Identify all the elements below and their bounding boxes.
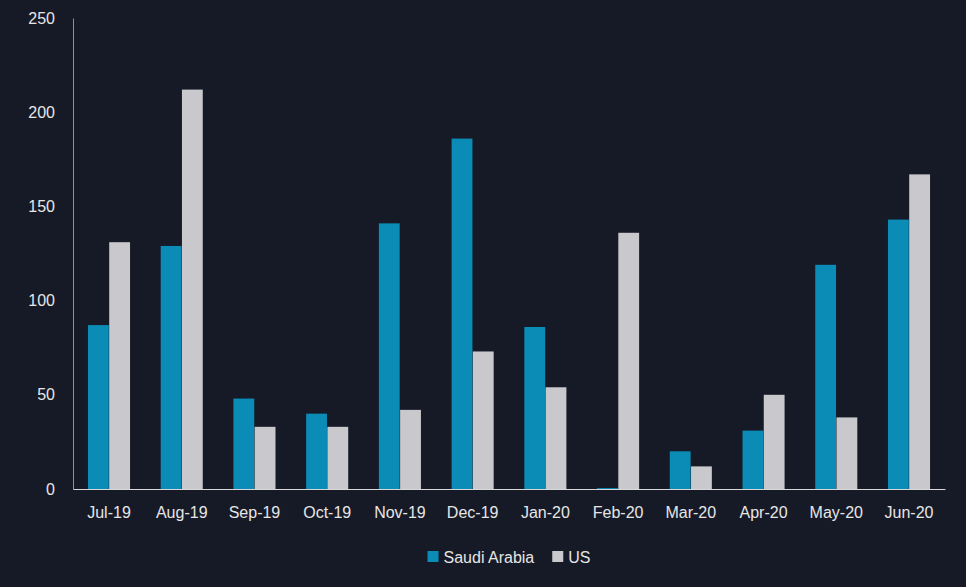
tick: 200 — [28, 104, 73, 121]
tick: 0 — [46, 481, 73, 498]
y-axis: 0 50 100 150 200 250 — [28, 10, 73, 498]
tick: Apr-20 — [740, 489, 788, 521]
tick: Nov-19 — [374, 489, 426, 521]
tick-label: 50 — [37, 386, 55, 403]
bar — [618, 233, 639, 489]
bar — [161, 246, 182, 489]
bar — [524, 327, 545, 489]
axis-line — [74, 489, 946, 490]
tick: May-20 — [810, 489, 863, 521]
tick: 50 — [37, 386, 73, 403]
bar — [400, 410, 421, 489]
tick-label: Jun-20 — [885, 504, 934, 521]
tick-label: 250 — [28, 10, 55, 27]
tick-label: Mar-20 — [665, 504, 716, 521]
series-bars — [88, 139, 909, 489]
tick: Jan-20 — [521, 489, 570, 521]
tick: Aug-19 — [156, 489, 208, 521]
bar — [743, 431, 764, 489]
tick-label: Nov-19 — [374, 504, 426, 521]
background — [0, 0, 966, 587]
bar — [691, 466, 712, 489]
bar — [764, 395, 785, 489]
legend-label: Saudi Arabia — [444, 549, 535, 566]
tick-label: Dec-19 — [447, 504, 499, 521]
tick: Feb-20 — [593, 489, 644, 521]
legend: Saudi Arabia US — [428, 549, 591, 566]
bar — [109, 242, 130, 489]
tick-label: Jul-19 — [87, 504, 131, 521]
tick: 150 — [28, 198, 73, 215]
tick-label: Sep-19 — [229, 504, 281, 521]
bar — [255, 427, 276, 489]
bar — [88, 325, 109, 489]
tick: Oct-19 — [303, 489, 351, 521]
plot: 0 50 100 150 200 250 Jul-19 Aug-19 Sep-19 Oct-19 N… — [28, 10, 945, 522]
tick: Mar-20 — [665, 489, 716, 521]
tick-label: May-20 — [810, 504, 863, 521]
tick-label: Jan-20 — [521, 504, 570, 521]
chart: 0 50 100 150 200 250 Jul-19 Aug-19 Sep-19 Oct-19 N… — [0, 0, 966, 587]
legend-swatch — [552, 551, 563, 562]
bars — [88, 90, 930, 489]
bar — [909, 174, 930, 489]
tick: 100 — [28, 292, 73, 309]
bar — [546, 387, 567, 489]
bar — [836, 417, 857, 489]
legend-item: US — [552, 549, 590, 566]
series-bars — [109, 90, 930, 489]
tick: Jun-20 — [885, 489, 934, 521]
tick: Jul-19 — [87, 489, 131, 521]
tick-label: 100 — [28, 292, 55, 309]
bar — [473, 351, 494, 489]
tick-label: 200 — [28, 104, 55, 121]
bar — [597, 488, 618, 489]
bar — [888, 220, 909, 489]
tick: Sep-19 — [229, 489, 281, 521]
bar — [182, 90, 203, 489]
bar — [379, 223, 400, 489]
tick-label: Aug-19 — [156, 504, 208, 521]
tick-label: 150 — [28, 198, 55, 215]
legend-item: Saudi Arabia — [428, 549, 535, 566]
legend-swatch — [428, 551, 439, 562]
legend-label: US — [568, 549, 590, 566]
bar — [815, 265, 836, 489]
tick-label: Feb-20 — [593, 504, 644, 521]
bar — [670, 451, 691, 489]
tick-label: Apr-20 — [740, 504, 788, 521]
tick: Dec-19 — [447, 489, 499, 521]
bar — [327, 427, 348, 489]
tick: 250 — [28, 10, 73, 27]
tick-label: Oct-19 — [303, 504, 351, 521]
bar — [233, 399, 254, 489]
x-axis: Jul-19 Aug-19 Sep-19 Oct-19 Nov-19 Dec-19 Jan-… — [74, 489, 946, 521]
bar — [452, 139, 473, 489]
axis-line — [73, 19, 74, 490]
bar — [306, 414, 327, 489]
tick-label: 0 — [46, 481, 55, 498]
